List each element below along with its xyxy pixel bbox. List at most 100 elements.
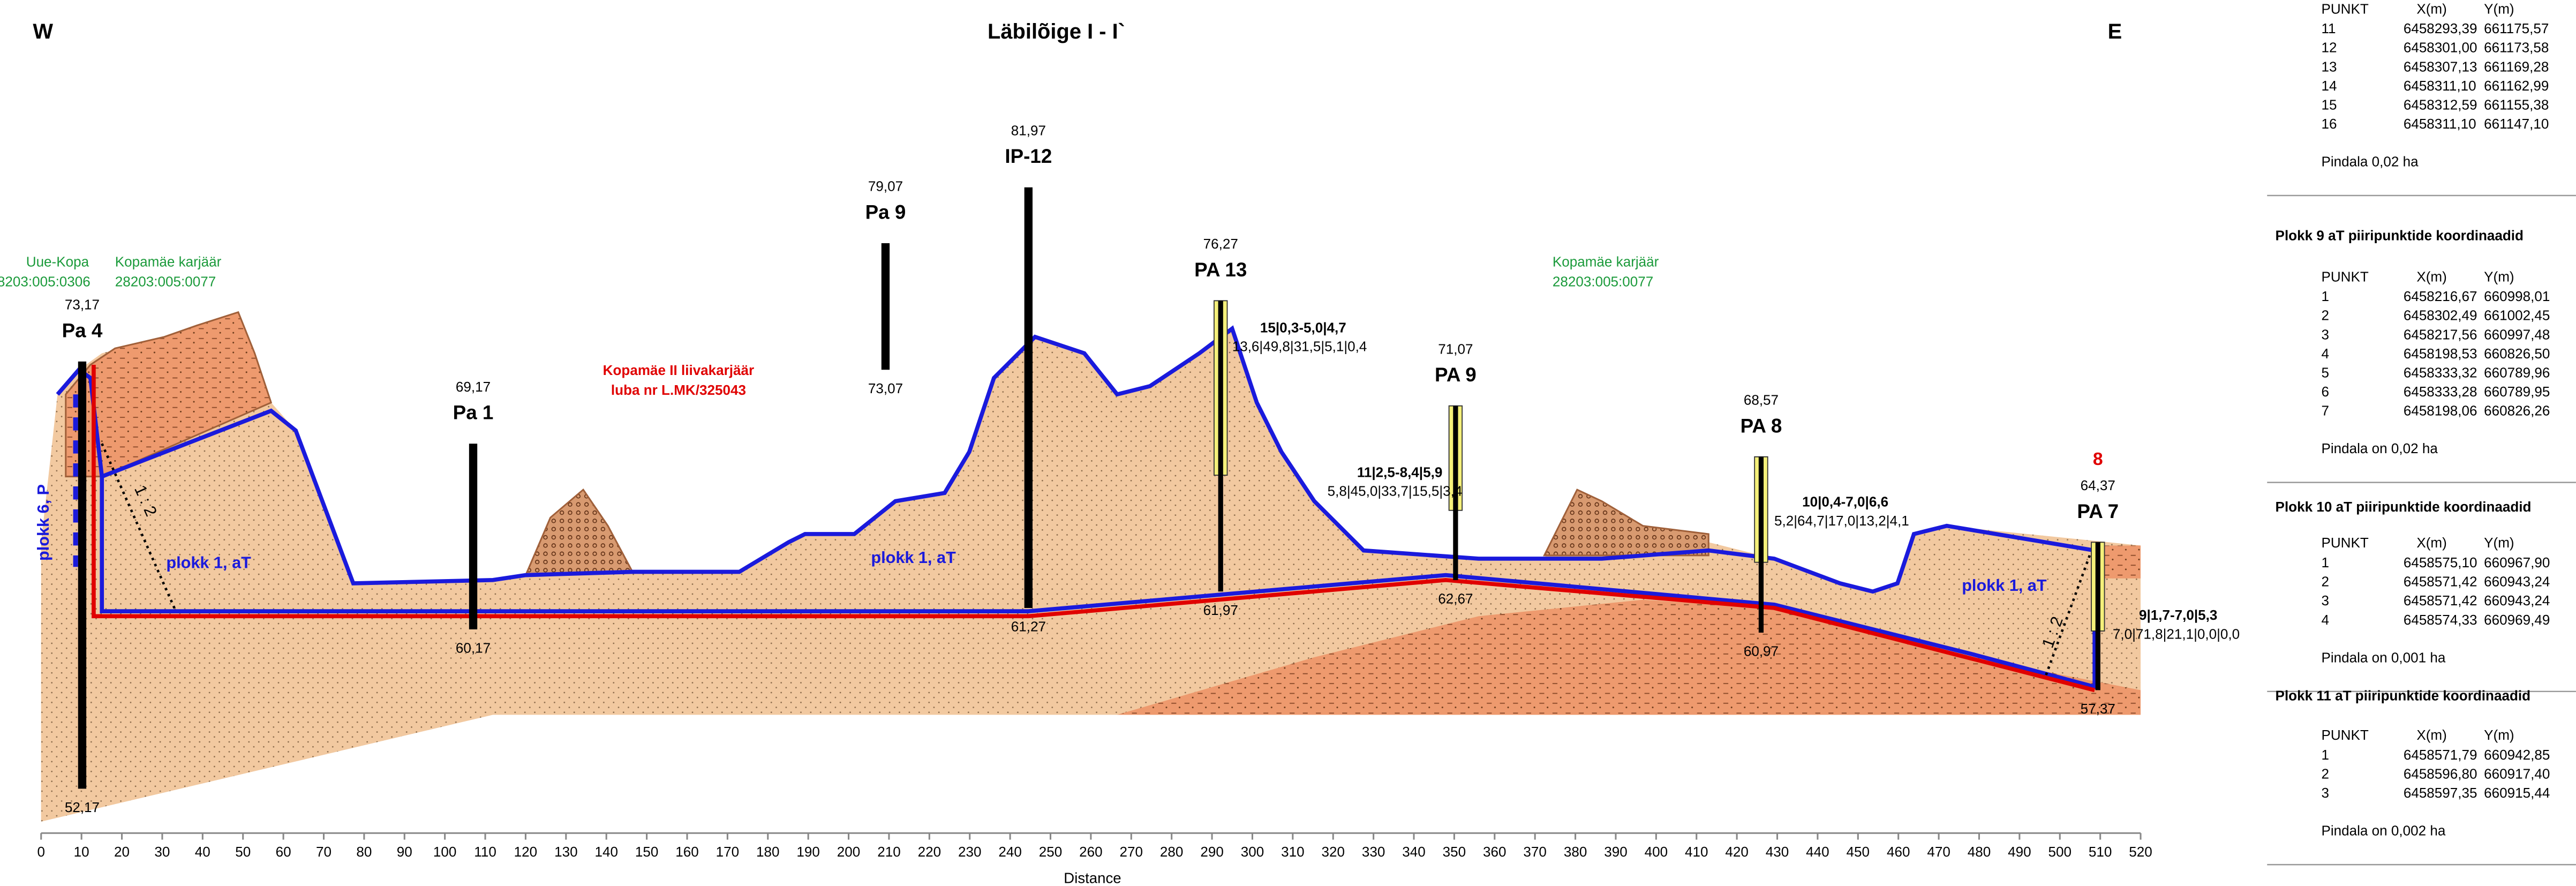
table-cell: 6458198,06 [2404, 403, 2477, 419]
table-cell: 2 [2321, 307, 2329, 324]
x-tick-label: 140 [594, 844, 617, 860]
borehole-bottom: 60,97 [1744, 643, 1779, 659]
x-tick-label: 120 [514, 844, 537, 860]
title: Läbilõige I - I` [988, 20, 1125, 43]
table-header: Y(m) [2484, 1, 2514, 17]
table-cell: 3 [2321, 785, 2329, 801]
borehole-name: PA 8 [1741, 415, 1782, 437]
table-cell: 6458571,42 [2404, 592, 2477, 609]
x-tick-label: 450 [1847, 844, 1870, 860]
x-tick-label: 230 [958, 844, 981, 860]
table-cell: 6458311,10 [2404, 116, 2476, 132]
parcel-code: 28203:005:0077 [1553, 274, 1653, 290]
borehole-bottom: 61,27 [1011, 619, 1046, 635]
x-tick-label: 100 [433, 844, 456, 860]
x-tick-label: 520 [2129, 844, 2152, 860]
x-tick-label: 510 [2089, 844, 2112, 860]
x-tick-label: 310 [1281, 844, 1304, 860]
gravel-hill [1545, 490, 1709, 555]
table-cell: 660943,24 [2484, 592, 2550, 609]
table-cell: 4 [2321, 612, 2329, 628]
x-tick-label: 320 [1321, 844, 1344, 860]
x-tick-label: 380 [1564, 844, 1587, 860]
table-cell: 12 [2321, 40, 2337, 56]
sand-body [41, 312, 2141, 822]
x-tick-label: 440 [1806, 844, 1829, 860]
x-tick-label: 500 [2048, 844, 2072, 860]
x-tick-label: 170 [716, 844, 739, 860]
x-tick-label: 210 [877, 844, 900, 860]
sample-fractions: 5,2|64,7|17,0|13,2|4,1 [1774, 513, 1909, 529]
x-tick-label: 280 [1160, 844, 1183, 860]
sample-head: 10|0,4-7,0|6,6 [1802, 494, 1888, 510]
table-cell: 661173,58 [2484, 40, 2549, 56]
x-tick-label: 240 [998, 844, 1021, 860]
x-tick-label: 360 [1483, 844, 1506, 860]
table-cell: 661175,57 [2484, 20, 2549, 36]
table-cell: 6458571,42 [2404, 574, 2477, 590]
table-header: PUNKT [2321, 268, 2368, 284]
table-area: Pindala 0,02 ha [2321, 154, 2419, 170]
table-cell: 6458333,28 [2404, 384, 2477, 400]
table-header: PUNKT [2321, 1, 2368, 17]
table-cell: 660789,96 [2484, 364, 2550, 380]
borehole-flag: 8 [2093, 449, 2103, 469]
block-label: plokk 1, aT [166, 553, 251, 572]
table-cell: 1 [2321, 554, 2329, 570]
x-tick-label: 90 [397, 844, 412, 860]
borehole-bottom: 62,67 [1438, 591, 1473, 607]
parcel-code: 28203:005:0306 [0, 274, 91, 290]
table-cell: 660789,95 [2484, 384, 2550, 400]
borehole-bottom: 73,07 [868, 380, 903, 396]
table-cell: 660998,01 [2484, 288, 2550, 304]
table-cell: 14 [2321, 78, 2337, 94]
table-cell: 6458311,10 [2404, 78, 2476, 94]
table-cell: 6458293,39 [2404, 20, 2477, 36]
borehole-bottom: 57,37 [2081, 701, 2115, 717]
section-drawing: W E Läbilõige I - I` Distance Kopamäe II… [0, 0, 2576, 886]
borehole-bottom: 52,17 [65, 799, 100, 815]
x-tick-label: 70 [316, 844, 332, 860]
x-tick-label: 110 [474, 844, 496, 860]
borehole-name: Pa 9 [865, 201, 906, 223]
block-label: plokk 1, aT [1962, 576, 2047, 595]
borehole-top: 79,07 [868, 178, 903, 194]
table-cell: 660826,26 [2484, 403, 2550, 419]
table-header: Y(m) [2484, 268, 2514, 284]
x-tick-label: 150 [635, 844, 658, 860]
x-tick-label: 400 [1645, 844, 1668, 860]
x-tick-label: 480 [1968, 844, 1991, 860]
table-cell: 16 [2321, 116, 2337, 132]
table-cell: 661147,10 [2484, 116, 2549, 132]
permit-text: Kopamäe II liivakarjäär [603, 362, 755, 378]
sample-fractions: 7,0|71,8|21,1|0,0|0,0 [2113, 626, 2240, 642]
x-tick-label: 340 [1402, 844, 1425, 860]
borehole-top: 69,17 [456, 379, 491, 395]
geology [41, 312, 2141, 822]
sample-head: 9|1,7-7,0|5,3 [2139, 607, 2217, 623]
table-header: X(m) [2416, 268, 2446, 284]
table-cell: 15 [2321, 96, 2337, 112]
table-cell: 660826,50 [2484, 346, 2550, 362]
x-tick-label: 300 [1241, 844, 1264, 860]
x-tick-label: 200 [837, 844, 860, 860]
borehole-top: 81,97 [1011, 122, 1046, 138]
table-cell: 6458597,35 [2404, 785, 2477, 801]
x-tick-label: 420 [1725, 844, 1748, 860]
parcel-code: 28203:005:0077 [115, 274, 216, 290]
table-cell: 6458596,80 [2404, 766, 2477, 782]
table-area: Pindala on 0,02 ha [2321, 440, 2438, 456]
table-header: Y(m) [2484, 727, 2514, 743]
x-tick-label: 490 [2008, 844, 2031, 860]
borehole-name: PA 9 [1435, 364, 1477, 386]
x-tick-label: 270 [1120, 844, 1143, 860]
table-header: X(m) [2416, 535, 2446, 551]
table-header: X(m) [2416, 1, 2446, 17]
table-cell: 6458301,00 [2404, 40, 2477, 56]
borehole-bottom: 61,97 [1203, 602, 1238, 618]
table-cell: 6458217,56 [2404, 326, 2477, 342]
table-cell: 6458302,49 [2404, 307, 2477, 324]
x-tick-label: 390 [1604, 844, 1627, 860]
table-cell: 6458198,53 [2404, 346, 2477, 362]
sample-fractions: 13,6|49,8|31,5|5,1|0,4 [1232, 339, 1367, 355]
